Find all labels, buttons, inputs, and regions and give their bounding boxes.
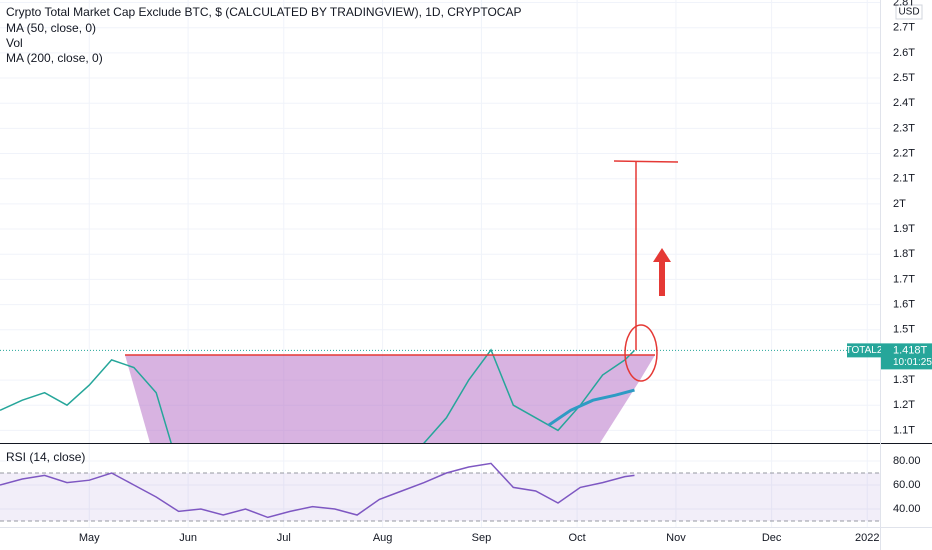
countdown: 10:01:25 xyxy=(893,357,932,368)
rsi-band xyxy=(0,473,880,522)
y-tick-label: 2.7T xyxy=(893,22,915,34)
x-tick-label: Jun xyxy=(179,532,197,544)
series-line xyxy=(0,348,636,443)
y-tick-label: 1.5T xyxy=(893,324,915,336)
y-tick-label: 1.9T xyxy=(893,223,915,235)
currency[interactable]: USD xyxy=(898,7,919,18)
y-tick-label: 60.00 xyxy=(893,479,921,491)
y-tick-label: 2.3T xyxy=(893,122,915,134)
y-tick-label: 2.8T xyxy=(893,0,915,8)
target-cap xyxy=(613,160,679,163)
y-tick-label: 2.6T xyxy=(893,47,915,59)
x-tick-label: 2022 xyxy=(855,532,879,544)
y-tick-label: 2.5T xyxy=(893,72,915,84)
y-tick-label: 2.4T xyxy=(893,97,915,109)
x-tick-label: Dec xyxy=(762,532,782,544)
currency-box[interactable] xyxy=(895,4,923,20)
indicator-label: MA (50, close, 0) xyxy=(6,21,96,35)
y-tick-label: 1.8T xyxy=(893,248,915,260)
chart-title: Crypto Total Market Cap Exclude BTC, $ (… xyxy=(6,5,521,19)
y-tick-label: 1.6T xyxy=(893,298,915,310)
x-tick-label: Oct xyxy=(569,532,586,544)
price-tag-label: 1.418T xyxy=(893,344,928,356)
y-tick-label: 2.1T xyxy=(893,173,915,185)
y-tick-label: 1.2T xyxy=(893,399,915,411)
y-tick-label: 2T xyxy=(893,198,906,210)
rsi-title: RSI (14, close) xyxy=(6,450,85,464)
y-tick-label: 1.3T xyxy=(893,374,915,386)
y-tick-label: 1.1T xyxy=(893,424,915,436)
x-tick-label: Nov xyxy=(666,532,686,544)
series-tag-label: TOTAL2 xyxy=(846,345,883,356)
x-tick-label: Sep xyxy=(472,532,492,544)
y-tick-label: 40.00 xyxy=(893,503,921,515)
series-line xyxy=(0,462,635,519)
x-tick-label: Jul xyxy=(277,532,291,544)
y-tick-label: 2.2T xyxy=(893,147,915,159)
y-tick-label: 80.00 xyxy=(893,455,921,467)
price-tag xyxy=(881,343,932,370)
indicator-label: Vol xyxy=(6,36,23,50)
x-tick-label: Aug xyxy=(373,532,393,544)
y-tick-label: 1.7T xyxy=(893,273,915,285)
series-tag xyxy=(847,343,881,358)
cup-drawing xyxy=(125,355,655,443)
series-line xyxy=(547,388,635,427)
x-tick-label: May xyxy=(79,532,100,544)
indicator-label: MA (200, close, 0) xyxy=(6,51,103,65)
breakout-circle xyxy=(624,324,658,382)
up-arrow xyxy=(653,248,671,296)
